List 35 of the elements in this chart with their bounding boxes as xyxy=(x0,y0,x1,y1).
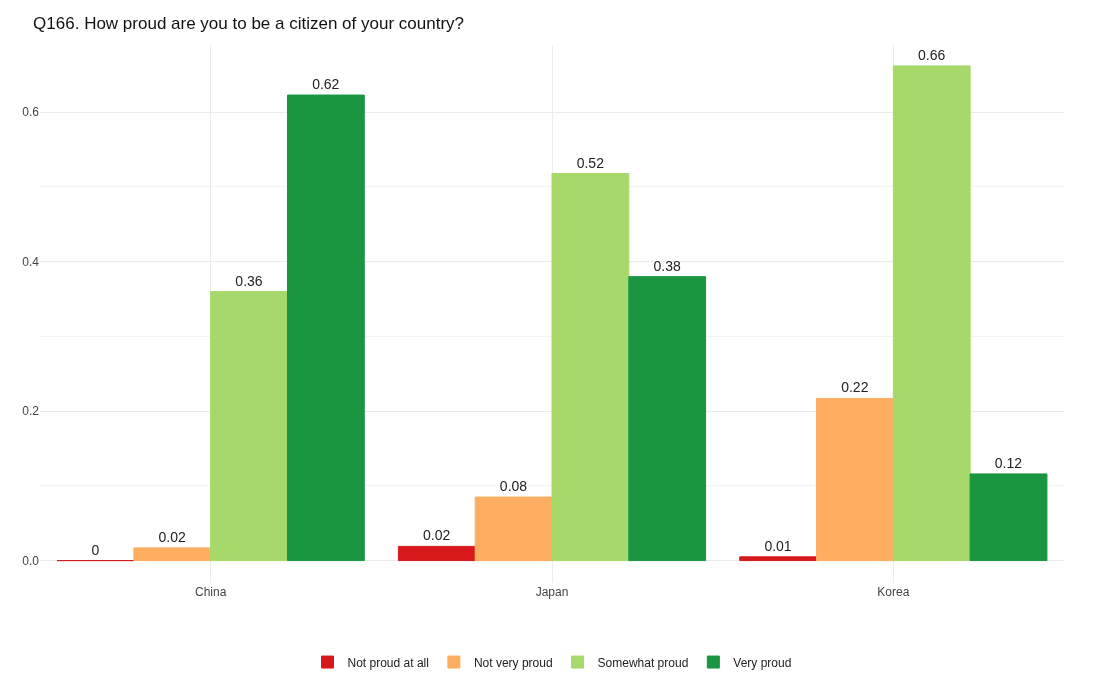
bar xyxy=(286,94,365,562)
y-tick-label: 0.2 xyxy=(22,404,40,419)
legend-label: Somewhat proud xyxy=(597,655,689,670)
x-tick-label: China xyxy=(194,585,227,599)
x-tick-label: Korea xyxy=(877,585,910,599)
legend-label: Very proud xyxy=(733,655,792,670)
data-label: 0.66 xyxy=(918,46,946,63)
data-label: 0.01 xyxy=(764,537,792,554)
bar xyxy=(551,173,630,562)
chart-title: Q166. How proud are you to be a citizen of your country? xyxy=(33,14,465,34)
bar xyxy=(816,397,894,562)
bar xyxy=(892,65,971,562)
bar xyxy=(739,556,818,562)
data-label: 0.36 xyxy=(235,272,263,289)
bar xyxy=(133,547,212,562)
legend-label: Not proud at all xyxy=(347,655,429,670)
bar xyxy=(969,473,1048,562)
y-tick-label: 0.4 xyxy=(22,254,40,269)
data-label: 0.62 xyxy=(312,76,340,93)
data-label: 0.52 xyxy=(576,154,605,171)
data-label: 0.02 xyxy=(423,527,451,544)
bar xyxy=(210,291,288,562)
legend-label: Not very proud xyxy=(473,655,553,670)
bar xyxy=(474,496,553,562)
data-label: 0.22 xyxy=(841,379,869,396)
y-tick-label: 0.6 xyxy=(22,105,40,120)
x-tick-label: Japan xyxy=(535,585,569,599)
data-label: 0.08 xyxy=(499,478,528,495)
y-tick-label: 0.0 xyxy=(22,553,40,568)
data-label: 0.02 xyxy=(158,528,186,545)
bar xyxy=(628,276,707,562)
data-label: 0 xyxy=(91,541,100,558)
data-label: 0.38 xyxy=(653,257,681,274)
bar xyxy=(397,545,476,562)
data-label: 0.12 xyxy=(994,454,1023,471)
